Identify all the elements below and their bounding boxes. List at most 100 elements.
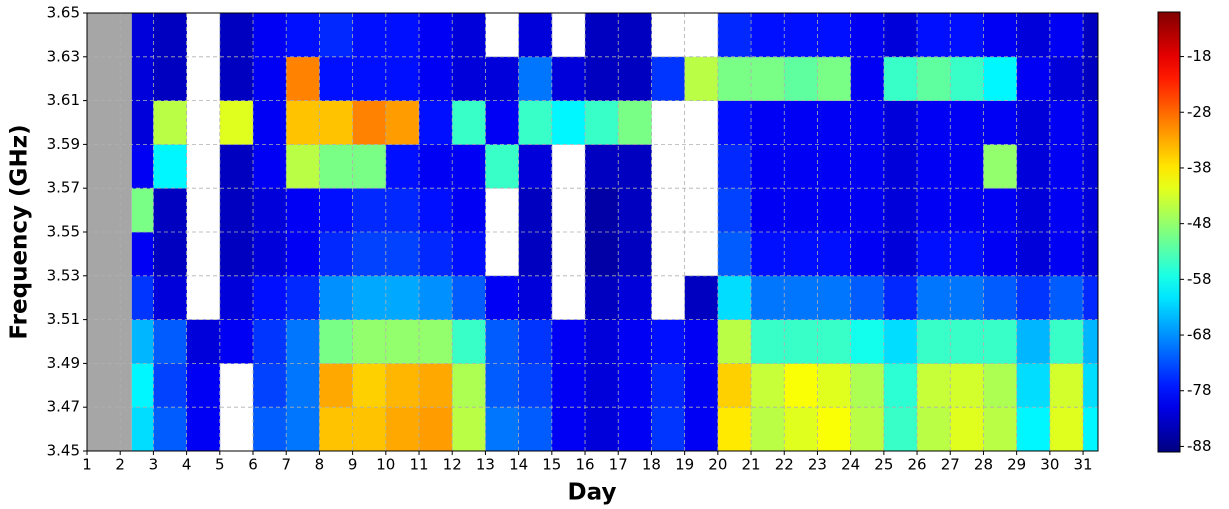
heatmap-cell [717,232,752,277]
heatmap-cell [419,363,453,408]
x-axis-label: Day [568,480,617,506]
heatmap-cell [1016,319,1051,364]
x-tick-label: 24 [841,456,860,474]
y-axis-label: Frequency (GHz) [7,124,33,339]
heatmap-cell [219,144,254,189]
heatmap-cell [153,407,187,452]
heatmap-cell [983,407,1017,452]
heatmap-cell [551,56,586,101]
heatmap-cell [983,188,1017,233]
heatmap-cell [1083,100,1099,145]
heatmap-cell [1016,232,1051,277]
heatmap-cell [352,319,387,364]
heatmap-cell [883,407,918,452]
heatmap-cell [286,319,320,364]
heatmap-cell [983,144,1017,189]
heatmap-cell [883,100,918,145]
y-tick-label: 3.65 [47,4,80,22]
heatmap-cell [817,188,851,233]
heatmap-cell [850,100,885,145]
heatmap-cell [684,319,719,364]
heatmap-cell [1049,319,1084,364]
heatmap-cell [684,56,719,101]
heatmap-cell [784,56,818,101]
heatmap-cell [352,144,387,189]
heatmap-cell [917,363,951,408]
heatmap-cell [452,56,486,101]
x-tick-label: 7 [281,456,291,474]
heatmap-cell [684,275,719,320]
y-tick-label: 3.53 [47,266,80,284]
heatmap-cell [651,56,685,101]
heatmap-cell [1049,407,1084,452]
heatmap-cell [1049,275,1084,320]
x-tick-label: 23 [808,456,827,474]
y-tick-label: 3.61 [47,91,80,109]
heatmap-cell [618,232,652,277]
heatmap-cell [717,100,752,145]
heatmap-cell [751,13,785,58]
heatmap-cell [950,56,984,101]
heatmap-cell [684,363,719,408]
heatmap-cell [850,363,885,408]
heatmap-cell [419,144,453,189]
heatmap-cell [419,56,453,101]
heatmap-cell [717,275,752,320]
y-tick-label: 3.47 [47,398,80,416]
heatmap-cell [751,56,785,101]
heatmap-cell [518,13,553,58]
x-tick-label: 27 [941,456,960,474]
heatmap-cell [286,144,320,189]
heatmap-cell [717,13,752,58]
heatmap-cell [950,363,984,408]
heatmap-cell [1016,13,1051,58]
heatmap-cell [319,319,353,364]
heatmap-cell [850,56,885,101]
heatmap-cell [850,144,885,189]
heatmap-cell [751,319,785,364]
heatmap-cell [883,319,918,364]
x-tick-label: 15 [542,456,561,474]
heatmap-cell [717,144,752,189]
heatmap-cell [751,188,785,233]
heatmap-cell [352,363,387,408]
heatmap-cell [131,232,154,277]
heatmap-cell [352,13,387,58]
heatmap-cell [153,56,187,101]
heatmap-cell [850,407,885,452]
heatmap-cell [319,188,353,233]
heatmap-cell [717,319,752,364]
heatmap-cell [883,188,918,233]
heatmap-cell [1083,363,1099,408]
heatmap-cell [784,188,818,233]
x-tick-label: 10 [376,456,395,474]
heatmap-cell [186,319,221,364]
heatmap-cell [253,188,287,233]
heatmap-cell [784,144,818,189]
x-tick-label: 9 [348,456,358,474]
heatmap-cell [385,275,420,320]
colorbar-tick-label: -28 [1187,103,1212,121]
heatmap-cell [518,188,553,233]
heatmap-cell [618,407,652,452]
x-tick-label: 11 [409,456,428,474]
heatmap-cell [352,275,387,320]
heatmap-cell [131,56,154,101]
heatmap-cell [385,13,420,58]
heatmap-cell [883,144,918,189]
heatmap-cell [319,56,353,101]
heatmap-cell [817,100,851,145]
heatmap-cell [618,319,652,364]
heatmap-cell [485,319,519,364]
heatmap-cell [618,100,652,145]
heatmap-cell [817,232,851,277]
heatmap-cell [817,363,851,408]
heatmap-cell [651,363,685,408]
heatmap-cell [419,100,453,145]
x-tick-label: 20 [708,456,727,474]
heatmap-cell [883,232,918,277]
y-tick-label: 3.55 [47,223,80,241]
heatmap-cell [385,232,420,277]
heatmap-cell [219,100,254,145]
heatmap-cell [1049,188,1084,233]
